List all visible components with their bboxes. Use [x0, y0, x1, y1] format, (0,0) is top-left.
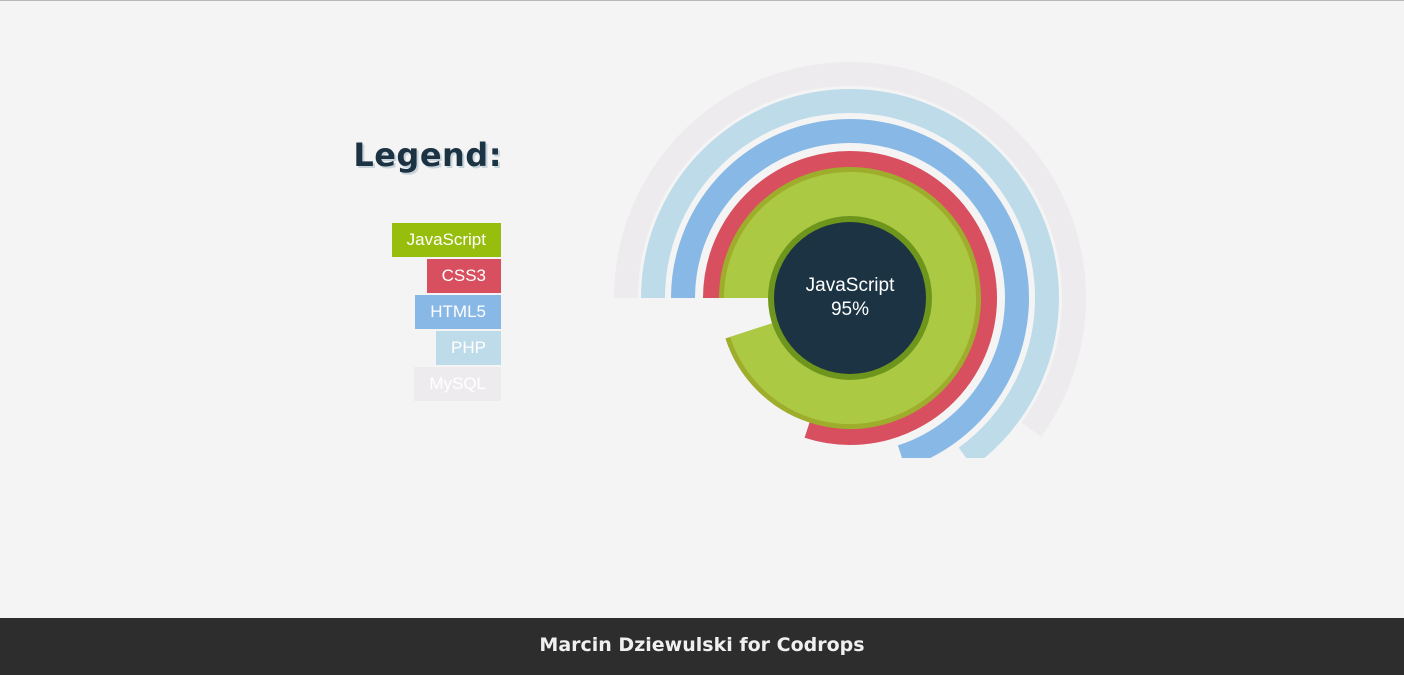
- legend-item-javascript[interactable]: JavaScript: [391, 223, 501, 257]
- radial-bar-javascript[interactable]: [724, 172, 976, 424]
- radial-chart-svg: [614, 62, 1086, 458]
- top-divider: [0, 0, 1404, 1]
- active-skill-name: JavaScript: [805, 275, 895, 296]
- legend-title: Legend:: [353, 136, 502, 174]
- legend-item-php[interactable]: PHP: [436, 331, 501, 365]
- legend-item-css3[interactable]: CSS3: [426, 259, 501, 293]
- radial-bar-css3[interactable]: [703, 151, 997, 445]
- legend-item-mysql[interactable]: MySQL: [414, 367, 501, 401]
- radial-bar-html5[interactable]: [671, 119, 1029, 458]
- radial-bar-php[interactable]: [641, 89, 1059, 458]
- legend-row: CSS3: [300, 259, 501, 293]
- center-label: JavaScript 95%: [770, 274, 930, 322]
- legend-item-html5[interactable]: HTML5: [415, 295, 501, 329]
- radial-bar-mysql[interactable]: [614, 62, 1086, 437]
- footer-credit: Marcin Dziewulski for Codrops: [539, 634, 865, 656]
- legend-list: JavaScript CSS3 HTML5 PHP MySQL: [300, 223, 501, 403]
- legend-row: HTML5: [300, 295, 501, 329]
- footer: Marcin Dziewulski for Codrops: [0, 618, 1404, 675]
- center-disc: [774, 222, 926, 374]
- active-skill-value: 95%: [830, 299, 870, 320]
- legend-row: PHP: [300, 331, 501, 365]
- legend-row: MySQL: [300, 367, 501, 401]
- radial-chart: [610, 58, 1090, 458]
- legend-row: JavaScript: [300, 223, 501, 257]
